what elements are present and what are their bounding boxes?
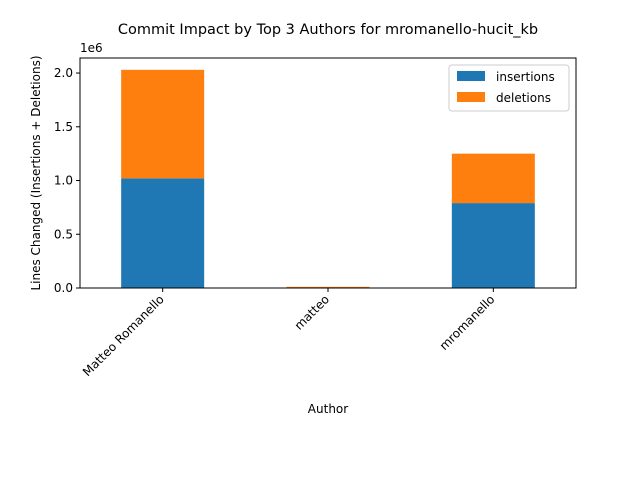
legend-swatch-deletions: [457, 92, 485, 102]
y-axis: 0.0 0.5 1.0 1.5 2.0: [54, 66, 80, 295]
plot-frame: [79, 57, 577, 289]
bar-deletions-1: [286, 286, 370, 288]
bar-deletions-2: [451, 153, 535, 204]
legend-swatch-insertions: [457, 71, 485, 81]
chart-title: Commit Impact by Top 3 Authors for mroma…: [118, 22, 538, 38]
bar-insertions-0: [121, 178, 205, 288]
y-tick-label: 0.5: [54, 227, 73, 241]
legend: insertions deletions: [448, 64, 570, 112]
bar-insertions-2: [451, 203, 535, 288]
legend-label-deletions: deletions: [496, 91, 551, 105]
bars-layer: [121, 69, 535, 288]
x-axis-label: Author: [308, 402, 348, 416]
y-tick-label: 1.0: [54, 174, 73, 188]
y-tick-label: 2.0: [54, 66, 73, 80]
y-tick-label: 0.0: [54, 281, 73, 295]
y-axis-label: Lines Changed (Insertions + Deletions): [29, 55, 43, 290]
legend-label-insertions: insertions: [496, 70, 555, 84]
y-tick-label: 1.5: [54, 120, 73, 134]
y-offset-label: 1e6: [80, 41, 103, 55]
bar-deletions-0: [121, 69, 205, 179]
